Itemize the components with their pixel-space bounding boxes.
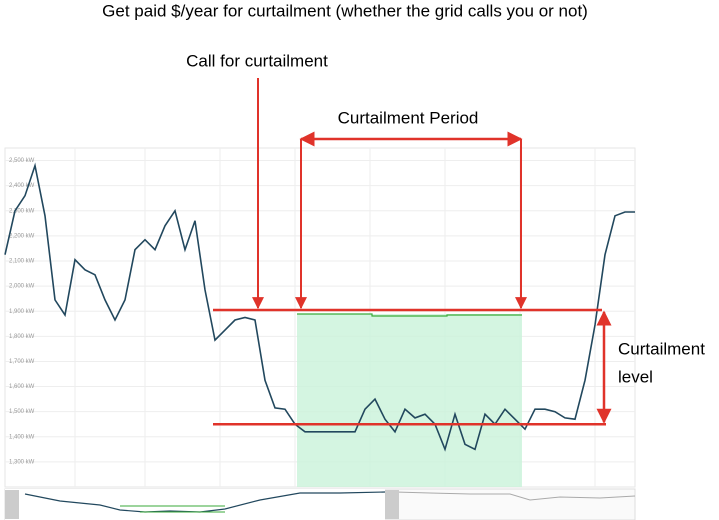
- y-tick-label: 1,500 kW: [9, 409, 35, 415]
- y-tick-label: 1,700 kW: [9, 359, 35, 365]
- y-tick-label: 1,400 kW: [9, 434, 35, 440]
- level-label: Curtailment: [618, 339, 705, 358]
- navigator: [4, 488, 636, 520]
- y-tick-label: 2,500 kW: [9, 158, 35, 164]
- grid: 1,300 kW 1,400 kW 1,500 kW 1,600 kW 1,700 kW…: [5, 158, 635, 465]
- data-line: [4, 162, 635, 452]
- y-tick-label: 1,300 kW: [9, 459, 35, 465]
- chart-title: Get paid $/year for curtailment (whether…: [102, 1, 588, 20]
- y-tick-label: 1,900 kW: [9, 309, 35, 315]
- period-region: [297, 313, 522, 487]
- y-tick-label: 2,300 kW: [9, 208, 35, 214]
- band: [297, 313, 522, 487]
- y-tick-label: 2,200 kW: [9, 233, 35, 239]
- annotations: [213, 78, 612, 426]
- y-tick-label: 2,000 kW: [9, 284, 35, 290]
- call-label: Call for curtailment: [186, 51, 328, 70]
- plot: [4, 162, 635, 452]
- period-top: [297, 313, 522, 317]
- period-label: Curtailment Period: [338, 108, 479, 127]
- y-tick-label: 1,800 kW: [9, 334, 35, 340]
- y-tick-label: 2,400 kW: [9, 183, 35, 189]
- y-tick-label: 1,600 kW: [9, 384, 35, 390]
- y-tick-label: 2,100 kW: [9, 259, 35, 265]
- level-label: level: [618, 367, 653, 386]
